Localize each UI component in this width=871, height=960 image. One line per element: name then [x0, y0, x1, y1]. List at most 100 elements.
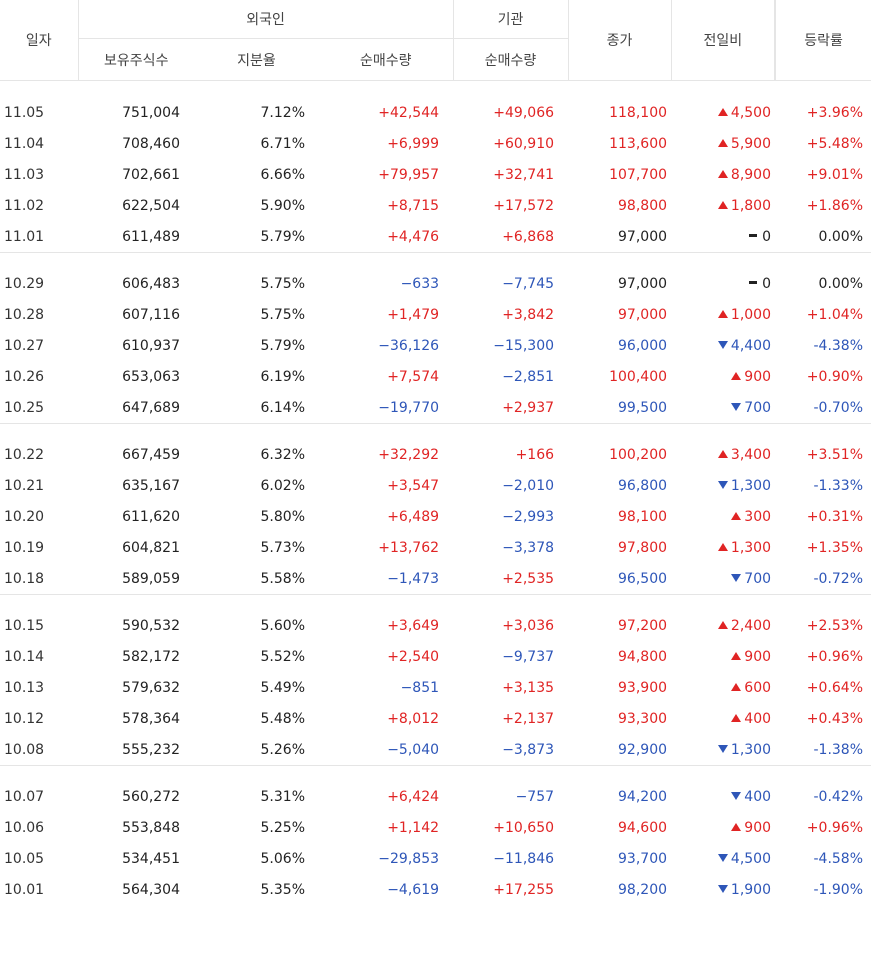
down-triangle-icon [731, 573, 742, 582]
row-holdings: 582,172 [122, 648, 180, 665]
row-institution-net: −9,737 [502, 648, 555, 665]
row-diff: 1,300 [671, 532, 775, 563]
row-holdings: 667,459 [122, 446, 180, 463]
row-diff-value: 1,000 [730, 306, 772, 323]
row-foreign-net: −633 [400, 275, 440, 292]
row-foreign-net: +2,540 [387, 648, 440, 665]
row-holdings: 578,364 [122, 710, 180, 727]
row-ratio: 5.80% [260, 508, 305, 525]
row-rate: +0.90% [806, 368, 864, 385]
row-foreign-net: +4,476 [387, 228, 440, 245]
row-close: 100,200 [609, 446, 668, 463]
up-triangle-icon [717, 309, 728, 318]
row-close: 93,900 [618, 679, 668, 696]
row-ratio: 5.31% [260, 788, 305, 805]
up-triangle-icon [717, 169, 728, 178]
row-holdings: 560,272 [122, 788, 180, 805]
row-foreign-net: +3,547 [387, 477, 440, 494]
row-ratio: 6.14% [260, 399, 305, 416]
row-diff-value: 900 [744, 819, 772, 836]
row-diff: 900 [671, 641, 775, 672]
row-diff-value: 0 [762, 228, 772, 245]
row-ratio: 5.90% [260, 197, 305, 214]
row-close: 96,800 [618, 477, 668, 494]
row-close: 98,100 [618, 508, 668, 525]
row-diff-value: 700 [744, 570, 772, 587]
row-close: 92,900 [618, 741, 668, 758]
row-institution-net: +32,741 [493, 166, 555, 183]
row-holdings: 751,004 [122, 104, 180, 121]
row-diff-value: 3,400 [730, 446, 772, 463]
up-triangle-icon [717, 620, 728, 629]
row-ratio: 7.12% [260, 104, 305, 121]
row-date: 10.15 [4, 617, 45, 634]
header-diff: 전일비 [670, 0, 776, 81]
row-ratio: 5.58% [260, 570, 305, 587]
row-close: 98,800 [618, 197, 668, 214]
row-institution-net: −3,378 [502, 539, 555, 556]
row-close: 118,100 [609, 104, 668, 121]
down-triangle-icon [717, 480, 728, 489]
row-rate: -0.70% [813, 399, 864, 416]
row-rate: +0.43% [806, 710, 864, 727]
row-institution-net: +2,535 [502, 570, 555, 587]
row-diff-value: 4,500 [730, 850, 772, 867]
table-row: 10.14 582,172 5.52% +2,540 −9,737 94,800 900 +0… [0, 641, 871, 672]
table-row: 10.08 555,232 5.26% −5,040 −3,873 92,900 1,300… [0, 734, 871, 766]
row-holdings: 604,821 [122, 539, 180, 556]
table-body: 11.05 751,004 7.12% +42,544 +49,066 118,100 4,… [0, 81, 871, 906]
row-close: 93,700 [618, 850, 668, 867]
row-date: 11.04 [4, 135, 45, 152]
row-rate: -1.90% [813, 881, 864, 898]
row-diff-value: 0 [762, 275, 772, 292]
row-foreign-net: +6,489 [387, 508, 440, 525]
row-institution-net: −2,993 [502, 508, 555, 525]
row-institution-net: +60,910 [493, 135, 555, 152]
row-foreign-net: +7,574 [387, 368, 440, 385]
row-rate: +0.96% [806, 819, 864, 836]
row-institution-net: −3,873 [502, 741, 555, 758]
row-diff: 1,000 [671, 299, 775, 330]
down-triangle-icon [717, 884, 728, 893]
table-header: 일자 외국인 기관 종가 전일비 등락률 보유주식수 지분율 순매수량 순매수량 [0, 0, 871, 81]
row-close: 97,000 [618, 275, 668, 292]
row-foreign-net: +6,424 [387, 788, 440, 805]
row-diff: 4,500 [671, 97, 775, 128]
row-close: 96,000 [618, 337, 668, 354]
row-ratio: 5.75% [260, 306, 305, 323]
row-ratio: 5.48% [260, 710, 305, 727]
row-institution-net: +3,842 [502, 306, 555, 323]
row-holdings: 611,620 [122, 508, 180, 525]
row-foreign-net: −851 [400, 679, 440, 696]
row-date: 10.12 [4, 710, 45, 727]
row-ratio: 5.73% [260, 539, 305, 556]
row-diff-value: 5,900 [730, 135, 772, 152]
row-institution-net: −2,010 [502, 477, 555, 494]
row-institution-net: −15,300 [493, 337, 555, 354]
dash-icon [749, 280, 758, 284]
row-institution-net: −11,846 [493, 850, 555, 867]
row-diff-value: 1,300 [730, 741, 772, 758]
row-foreign-net: +6,999 [387, 135, 440, 152]
row-diff: 1,300 [671, 470, 775, 501]
up-triangle-icon [731, 651, 742, 660]
row-holdings: 590,532 [122, 617, 180, 634]
row-ratio: 5.49% [260, 679, 305, 696]
row-close: 100,400 [609, 368, 668, 385]
row-ratio: 6.02% [260, 477, 305, 494]
table-row: 10.15 590,532 5.60% +3,649 +3,036 97,200 2,400… [0, 610, 871, 641]
row-holdings: 564,304 [122, 881, 180, 898]
up-triangle-icon [717, 200, 728, 209]
row-holdings: 622,504 [122, 197, 180, 214]
row-diff: 700 [671, 392, 775, 424]
table-row: 11.02 622,504 5.90% +8,715 +17,572 98,800 1,80… [0, 190, 871, 221]
row-institution-net: +10,650 [493, 819, 555, 836]
row-ratio: 5.52% [260, 648, 305, 665]
up-triangle-icon [731, 713, 742, 722]
row-close: 94,600 [618, 819, 668, 836]
row-holdings: 553,848 [122, 819, 180, 836]
row-date: 11.02 [4, 197, 45, 214]
row-diff-value: 600 [744, 679, 772, 696]
down-triangle-icon [731, 402, 742, 411]
row-holdings: 653,063 [122, 368, 180, 385]
